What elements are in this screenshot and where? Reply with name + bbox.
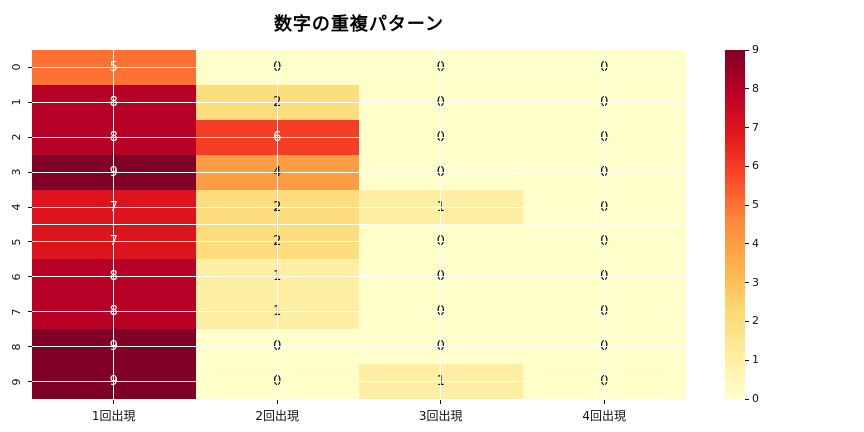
colorbar-tick-mark	[745, 165, 749, 167]
colorbar-tick-label: 2	[752, 314, 759, 328]
colorbar-tick-mark	[745, 282, 749, 284]
colorbar-tick-mark	[745, 88, 749, 90]
y-tick-label: 7	[9, 308, 23, 316]
y-tick-label: 3	[9, 168, 23, 176]
y-tick-label: 8	[9, 343, 23, 351]
y-tick-mark	[28, 241, 32, 243]
v-gridline	[276, 50, 278, 399]
y-tick-label: 9	[9, 378, 23, 386]
colorbar-tick-label: 1	[752, 353, 759, 367]
h-gridline	[32, 311, 686, 313]
y-tick-label: 2	[9, 133, 23, 141]
x-tick-mark	[276, 400, 278, 404]
h-gridline	[32, 381, 686, 383]
x-tick-label: 2回出現	[255, 409, 300, 423]
h-gridline	[32, 101, 686, 103]
y-tick-mark	[28, 171, 32, 173]
colorbar-tick-label: 3	[752, 275, 759, 289]
colorbar-tick-mark	[745, 320, 749, 322]
y-tick-mark	[28, 346, 32, 348]
y-tick-mark	[28, 136, 32, 138]
colorbar-tick-mark	[745, 243, 749, 245]
colorbar-tick-label: 5	[752, 198, 759, 212]
y-tick-label: 1	[9, 98, 23, 106]
h-gridline	[32, 346, 686, 348]
y-tick-mark	[28, 311, 32, 313]
y-tick-label: 5	[9, 238, 23, 246]
colorbar-tick-label: 6	[752, 159, 759, 173]
y-tick-mark	[28, 101, 32, 103]
colorbar-tick-label: 4	[752, 236, 759, 250]
y-tick-mark	[28, 206, 32, 208]
h-gridline	[32, 206, 686, 208]
colorbar-tick-mark	[745, 359, 749, 361]
y-tick-label: 4	[9, 203, 23, 211]
colorbar-tick-mark	[745, 127, 749, 129]
chart-title: 数字の重複パターン	[273, 14, 445, 35]
h-gridline	[32, 276, 686, 278]
v-gridline	[113, 50, 115, 399]
colorbar-tick-label: 0	[752, 392, 759, 405]
v-gridline	[603, 50, 605, 399]
v-gridline	[440, 50, 442, 399]
colorbar-tick-mark	[745, 49, 749, 51]
h-gridline	[32, 136, 686, 138]
h-gridline	[32, 241, 686, 243]
colorbar-tick-label: 9	[752, 43, 759, 56]
colorbar	[725, 50, 745, 399]
y-tick-mark	[28, 66, 32, 68]
x-tick-mark	[603, 400, 605, 404]
colorbar-tick-label: 7	[752, 120, 759, 134]
colorbar-tick-label: 8	[752, 81, 759, 95]
y-tick-label: 6	[9, 273, 23, 281]
y-tick-mark	[28, 276, 32, 278]
h-gridline	[32, 171, 686, 173]
x-tick-label: 4回出現	[582, 409, 627, 423]
h-gridline	[32, 66, 686, 68]
y-tick-mark	[28, 381, 32, 383]
x-tick-label: 1回出現	[91, 409, 136, 423]
colorbar-tick-mark	[745, 398, 749, 400]
x-tick-mark	[440, 400, 442, 404]
y-tick-label: 0	[9, 63, 23, 71]
x-tick-mark	[113, 400, 115, 404]
x-tick-label: 3回出現	[418, 409, 463, 423]
colorbar-tick-mark	[745, 204, 749, 206]
heatmap-plot: 5000820086009400721072008100810090009010	[32, 50, 686, 399]
